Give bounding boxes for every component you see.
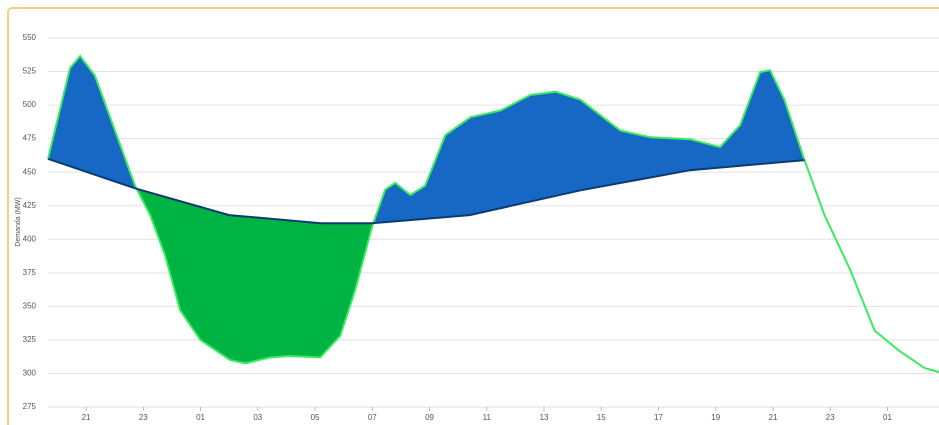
x-tick-label: 19: [711, 413, 720, 422]
line: [47, 157, 805, 225]
y-tick-label: 325: [23, 335, 37, 344]
x-tick-label: 23: [139, 413, 148, 422]
x-tick-label: 13: [540, 413, 549, 422]
x-tick-label: 05: [311, 413, 320, 422]
x-tick-label: 09: [425, 413, 434, 422]
x-tick-label: 03: [253, 413, 262, 422]
y-tick-label: 450: [23, 167, 37, 176]
x-tick-label: 07: [368, 413, 377, 422]
x-tick-label: 01: [883, 413, 892, 422]
x-tick-label: 15: [597, 413, 606, 422]
area-above: [48, 55, 805, 224]
y-tick-label: 400: [23, 234, 37, 243]
y-tick-label: 475: [23, 134, 37, 143]
y-tick-label: 375: [23, 268, 37, 277]
y-tick-label: 350: [23, 301, 37, 310]
y-tick-label: 525: [23, 67, 37, 76]
x-tick-label: 23: [826, 413, 835, 422]
y-tick-label: 500: [23, 100, 37, 109]
y-tick-label: 425: [23, 201, 37, 210]
y-tick-label: 275: [23, 402, 37, 411]
x-tick-label: 21: [769, 413, 778, 422]
x-tick-label: 01: [196, 413, 205, 422]
y-axis-title: Demanda (MW): [15, 197, 22, 246]
x-tick-label: 21: [82, 413, 91, 422]
x-tick-label: 11: [483, 413, 492, 422]
y-tick-label: 300: [23, 369, 37, 378]
y-tick-label: 550: [23, 33, 37, 42]
x-tick-label: 17: [654, 413, 663, 422]
line: [47, 54, 939, 374]
frame: [7, 7, 939, 425]
